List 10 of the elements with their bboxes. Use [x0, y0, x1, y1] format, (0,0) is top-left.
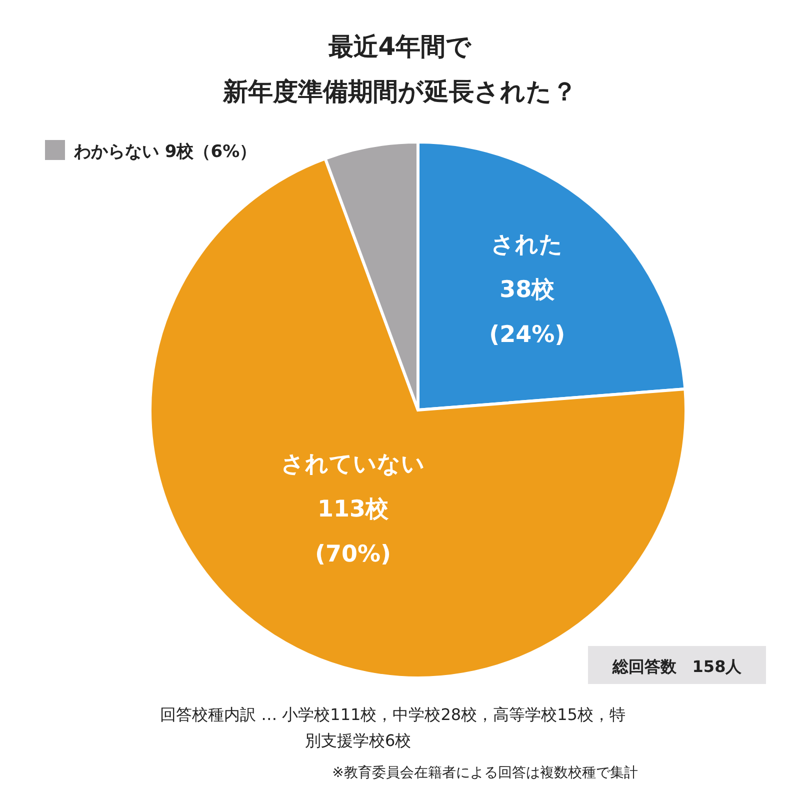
data-label: 38校 (24%) — [489, 276, 566, 348]
chart-title: 最近4年間で — [327, 32, 473, 61]
text: 回答校種内訳 … 小学校111校，中学校28校，高等学校15校，特別支援学校6校 — [160, 704, 626, 752]
chart-subtitle: 新年度準備期間が延長された？ — [222, 77, 577, 106]
legend-label: わからない 9校（6%） — [73, 142, 257, 162]
text: ※教育委員会在籍者による回答は複数校種で集計 — [332, 764, 638, 781]
text: 総回答数 158人 — [611, 657, 743, 676]
slice-label: されていない — [280, 452, 425, 478]
slice-label: された — [491, 232, 564, 258]
data-label: 113校 (70%) — [314, 496, 392, 568]
